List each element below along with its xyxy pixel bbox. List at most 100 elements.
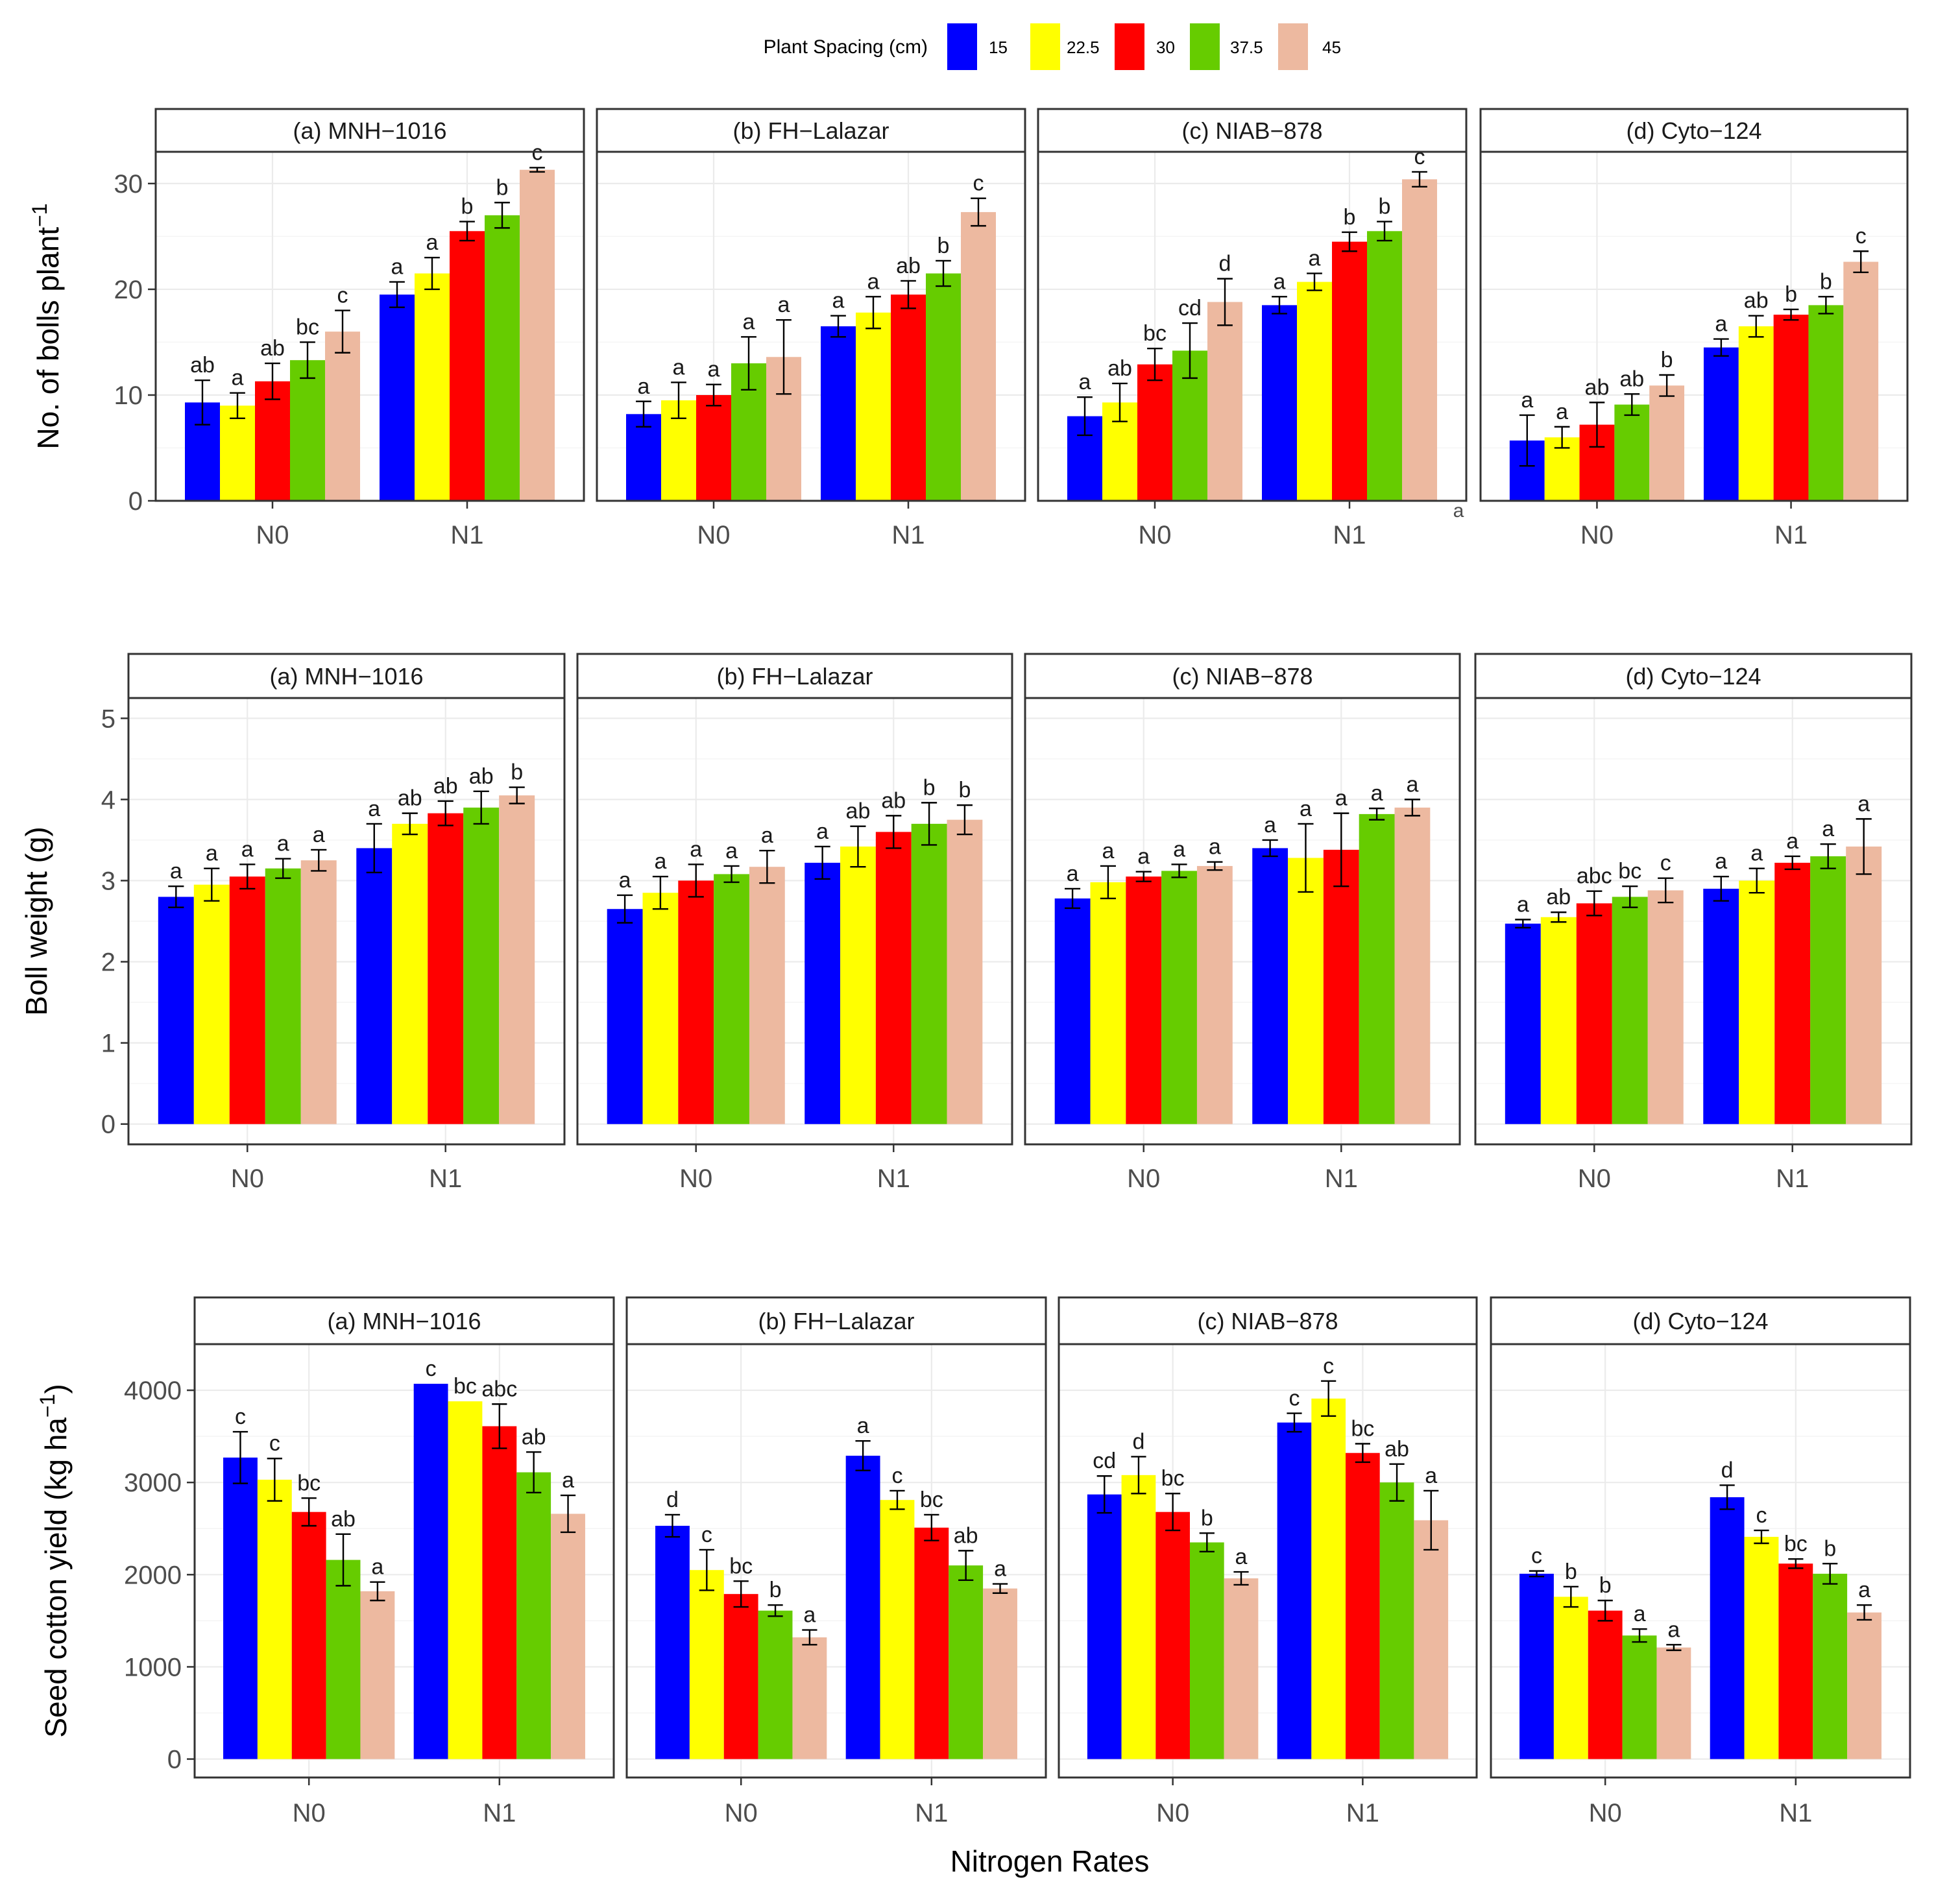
panel-title: (a) MNH−1016 xyxy=(269,663,423,690)
panel-title: (a) MNH−1016 xyxy=(327,1308,481,1334)
bar xyxy=(325,331,360,501)
significance-letter: b xyxy=(1785,282,1797,307)
x-axis-title: Nitrogen Rates xyxy=(950,1844,1150,1878)
significance-letter: b xyxy=(1565,1560,1577,1584)
bar xyxy=(1810,856,1846,1124)
legend-label-30: 30 xyxy=(1156,38,1175,57)
significance-letter: bc xyxy=(920,1488,943,1512)
legend-label-45: 45 xyxy=(1322,38,1341,57)
bar xyxy=(1394,807,1431,1124)
bar xyxy=(792,1637,827,1759)
panel-strip xyxy=(576,653,1013,699)
bar xyxy=(485,215,520,501)
bar xyxy=(1323,849,1359,1124)
bar xyxy=(875,832,912,1124)
bar xyxy=(255,381,290,501)
bar xyxy=(856,312,891,501)
significance-letter: a xyxy=(1406,772,1418,797)
bar xyxy=(1126,876,1162,1124)
significance-letter: a xyxy=(725,839,738,863)
bar xyxy=(758,1610,793,1759)
significance-letter: b xyxy=(769,1578,782,1602)
bar xyxy=(520,169,555,501)
significance-letter: a xyxy=(857,1414,869,1438)
x-tick-label: N0 xyxy=(679,1164,712,1193)
bar xyxy=(450,231,485,501)
x-tick-label: N1 xyxy=(450,521,483,549)
panel-title: (b) FH−Lalazar xyxy=(716,663,873,690)
bar xyxy=(463,807,500,1124)
significance-letter: d xyxy=(1132,1429,1144,1454)
bar xyxy=(1614,404,1650,501)
significance-letter: a xyxy=(1556,400,1568,424)
significance-letter: ab xyxy=(522,1425,546,1449)
bar xyxy=(1161,871,1197,1124)
significance-letter: a xyxy=(1309,246,1321,271)
significance-letter: a xyxy=(778,293,790,317)
bar xyxy=(257,1479,292,1759)
bar xyxy=(1346,1452,1380,1759)
significance-letter: a xyxy=(170,859,182,884)
significance-letter: a xyxy=(638,374,650,399)
bar xyxy=(840,846,876,1124)
significance-letter: a xyxy=(562,1468,574,1493)
significance-letter: a xyxy=(761,823,773,848)
bar xyxy=(1189,1542,1224,1759)
bar xyxy=(845,1455,880,1759)
significance-letter: bc xyxy=(297,1471,321,1495)
significance-letter: b xyxy=(1661,348,1673,372)
x-tick-label: N1 xyxy=(1779,1799,1812,1827)
significance-letter: ab xyxy=(1619,367,1644,391)
significance-letter: a xyxy=(708,357,720,382)
significance-letter: a xyxy=(368,797,380,821)
significance-letter: ab xyxy=(469,764,494,789)
bar xyxy=(356,848,393,1124)
legend-key-22-5 xyxy=(1030,23,1060,70)
significance-letter: a xyxy=(1335,786,1348,811)
significance-letter: bc xyxy=(1618,859,1641,884)
significance-letter: b xyxy=(1820,269,1832,294)
significance-letter: ab xyxy=(1744,289,1769,313)
panel-strip xyxy=(596,108,1026,153)
bar xyxy=(1311,1398,1346,1759)
bar xyxy=(891,295,926,501)
bar xyxy=(1703,347,1739,501)
y-tick-label: 0 xyxy=(167,1746,182,1774)
bar xyxy=(678,880,714,1124)
bar xyxy=(1808,305,1844,501)
x-tick-label: N0 xyxy=(1580,521,1614,549)
panel-strip xyxy=(154,108,585,153)
significance-letter: ab xyxy=(260,336,285,361)
bar xyxy=(1379,1482,1414,1759)
significance-letter: ab xyxy=(331,1507,356,1532)
bar xyxy=(749,867,785,1124)
significance-letter: a xyxy=(1209,835,1221,860)
significance-letter: a xyxy=(1300,797,1312,821)
panel-border xyxy=(193,1343,615,1779)
significance-letter: d xyxy=(666,1488,679,1512)
y-tick-label: 4000 xyxy=(124,1377,182,1405)
bar xyxy=(1843,261,1879,501)
bar xyxy=(880,1500,915,1759)
significance-letter: c xyxy=(1414,145,1425,169)
panel-border xyxy=(625,1343,1047,1779)
bar xyxy=(1207,302,1242,501)
bar xyxy=(1519,1573,1554,1759)
plots: No. of bolls plant−1(a) MNH−1016abaaaabb… xyxy=(19,108,1913,1827)
significance-letter: bc xyxy=(1351,1416,1374,1441)
significance-letter: b xyxy=(1379,195,1391,219)
significance-letter: bc xyxy=(454,1374,477,1399)
significance-letter: a xyxy=(1521,388,1533,413)
legend: Plant Spacing (cm) 15 22.5 30 37.5 45 xyxy=(764,23,1341,70)
significance-letter: b xyxy=(1599,1573,1612,1598)
bar xyxy=(1703,888,1739,1124)
significance-letter: abc xyxy=(1577,864,1612,889)
x-tick-label: N1 xyxy=(1346,1799,1379,1827)
significance-letter: a xyxy=(1517,892,1529,917)
bar xyxy=(1774,862,1811,1124)
